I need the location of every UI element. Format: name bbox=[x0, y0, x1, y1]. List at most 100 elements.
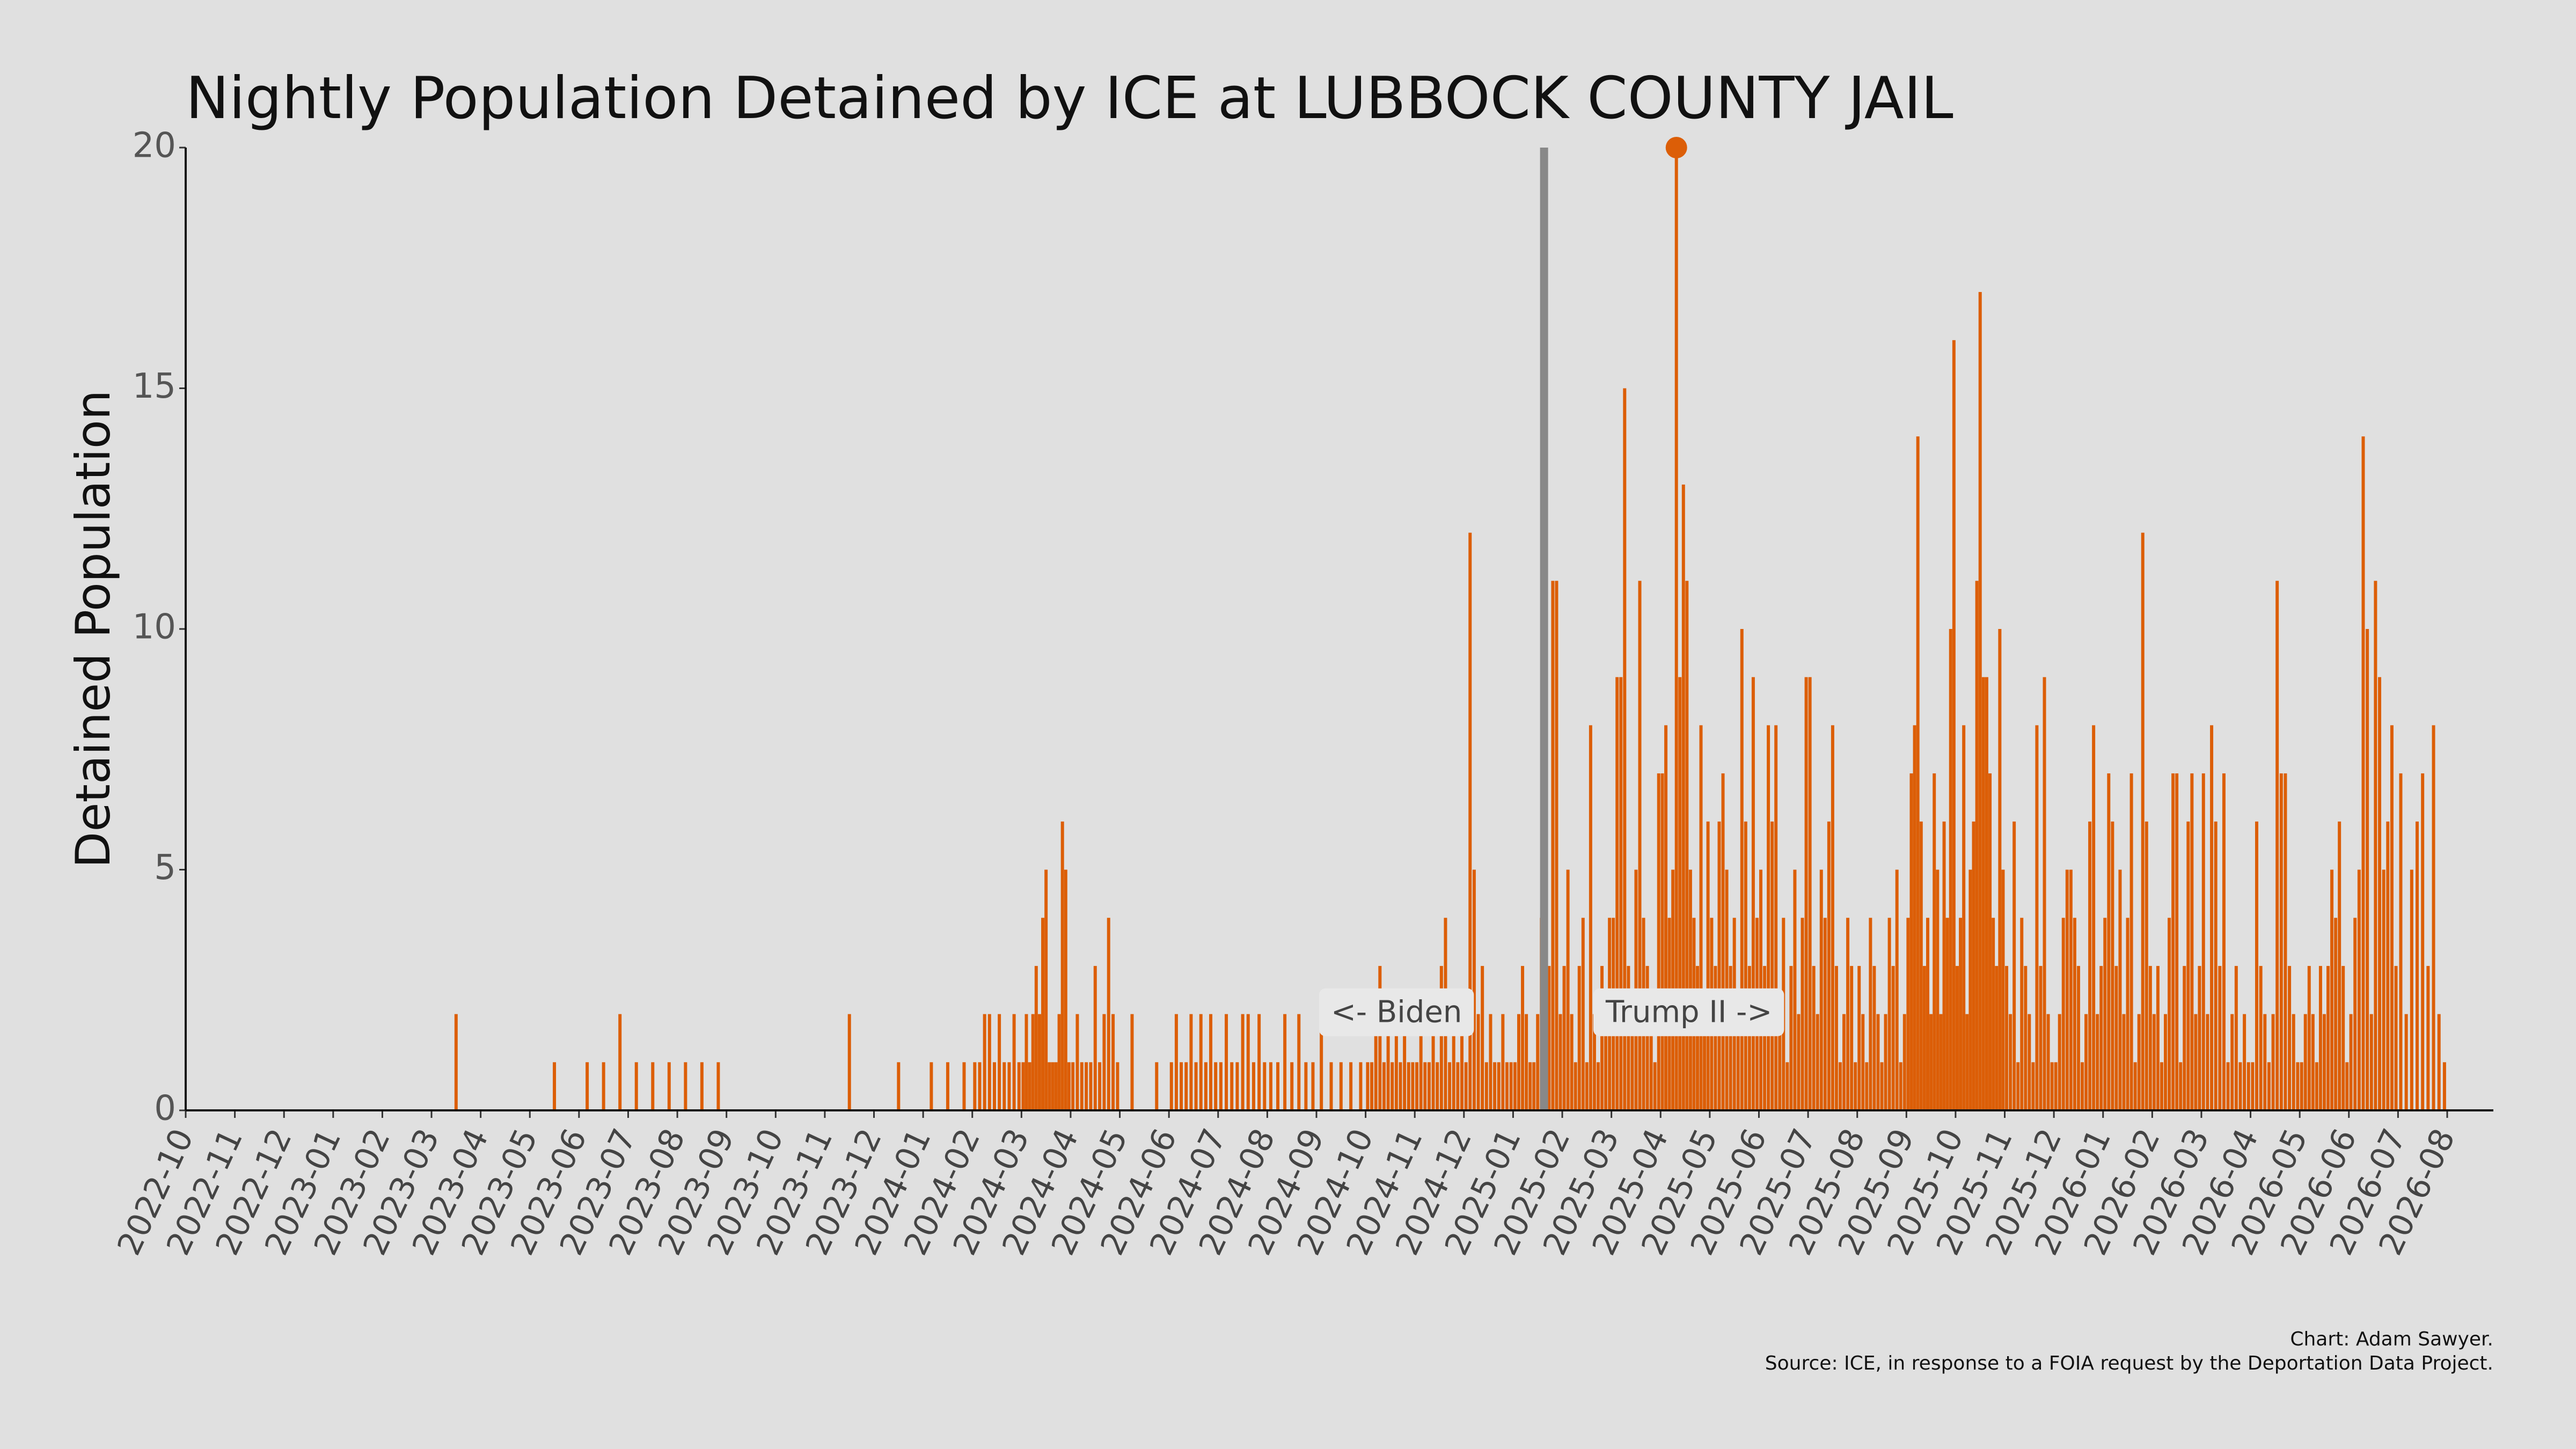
bar bbox=[2009, 1014, 2012, 1110]
bar bbox=[1887, 918, 1891, 1110]
bar bbox=[2300, 1062, 2303, 1110]
bar bbox=[1320, 1014, 1323, 1110]
bar bbox=[1604, 1014, 1608, 1110]
bar bbox=[1034, 965, 1038, 1110]
bar bbox=[2369, 1014, 2373, 1110]
bar bbox=[1012, 1014, 1016, 1110]
bar bbox=[700, 1062, 704, 1110]
bar bbox=[1391, 1062, 1394, 1110]
bar bbox=[2330, 869, 2334, 1110]
bar bbox=[1812, 965, 1816, 1110]
bar bbox=[553, 1062, 557, 1110]
y-tick-label: 20 bbox=[133, 126, 176, 166]
bar bbox=[2357, 869, 2361, 1110]
bar bbox=[1899, 1062, 1902, 1110]
bar bbox=[1513, 1062, 1517, 1110]
bar bbox=[1415, 1062, 1419, 1110]
bar bbox=[1785, 1062, 1789, 1110]
bar bbox=[1880, 1062, 1884, 1110]
bar bbox=[1436, 1062, 1439, 1110]
bar bbox=[2084, 1014, 2088, 1110]
bar bbox=[1493, 1062, 1497, 1110]
bar bbox=[1057, 1014, 1061, 1110]
bar bbox=[1184, 1062, 1188, 1110]
bar bbox=[1382, 1062, 1386, 1110]
bar bbox=[1378, 965, 1382, 1110]
bar bbox=[1929, 1014, 1933, 1110]
bar bbox=[1064, 869, 1067, 1110]
bar bbox=[1562, 965, 1566, 1110]
bar bbox=[1981, 677, 1985, 1110]
bar bbox=[1992, 918, 1995, 1110]
bar bbox=[1021, 1062, 1025, 1110]
bar bbox=[2168, 918, 2171, 1110]
bar bbox=[1717, 821, 1721, 1110]
bar bbox=[1995, 965, 1999, 1110]
bar bbox=[2111, 821, 2114, 1110]
bar bbox=[1797, 1014, 1801, 1110]
bar bbox=[1902, 1014, 1906, 1110]
bar bbox=[1403, 1014, 1407, 1110]
bar bbox=[2076, 965, 2080, 1110]
bar bbox=[2179, 1062, 2183, 1110]
bar bbox=[1419, 1014, 1423, 1110]
bar bbox=[1370, 1062, 1374, 1110]
bar bbox=[1649, 1014, 1653, 1110]
bar bbox=[2133, 1062, 2137, 1110]
bar bbox=[2039, 965, 2043, 1110]
bar bbox=[1916, 436, 1920, 1111]
bar bbox=[1695, 965, 1699, 1110]
bar bbox=[1276, 1062, 1280, 1110]
bar bbox=[2263, 1014, 2267, 1110]
bar bbox=[1952, 340, 1956, 1110]
bar bbox=[1107, 918, 1110, 1110]
bar bbox=[1028, 1062, 1031, 1110]
bar bbox=[2326, 965, 2330, 1110]
bar bbox=[1831, 725, 1834, 1110]
bar bbox=[2210, 725, 2214, 1110]
bar bbox=[1155, 1062, 1159, 1110]
bar bbox=[1257, 1014, 1261, 1110]
bar bbox=[1489, 1014, 1492, 1110]
bar bbox=[2345, 1062, 2349, 1110]
bar bbox=[1816, 1014, 1819, 1110]
bar bbox=[1075, 1014, 1079, 1110]
bar bbox=[2129, 773, 2133, 1110]
bar bbox=[1630, 1014, 1634, 1110]
bar bbox=[1080, 1062, 1084, 1110]
max-marker bbox=[1665, 137, 1687, 158]
annotation: <- Biden bbox=[1319, 988, 1474, 1036]
bar bbox=[1460, 1014, 1464, 1110]
bar bbox=[1464, 1062, 1468, 1110]
bar bbox=[1842, 1014, 1846, 1110]
bar bbox=[1439, 965, 1443, 1110]
bar bbox=[1532, 1062, 1536, 1110]
bar bbox=[2160, 1062, 2163, 1110]
bar bbox=[1857, 965, 1861, 1110]
bar bbox=[1926, 918, 1930, 1110]
bar bbox=[1740, 629, 1744, 1110]
bar bbox=[1827, 821, 1831, 1110]
bar bbox=[1558, 1014, 1562, 1110]
bar bbox=[1645, 965, 1649, 1110]
bar bbox=[2190, 773, 2194, 1110]
bar bbox=[1427, 1062, 1431, 1110]
bar bbox=[1002, 1062, 1006, 1110]
y-tick-label: 10 bbox=[133, 608, 176, 647]
bar bbox=[2311, 1014, 2315, 1110]
bar bbox=[1536, 1014, 1540, 1110]
bar bbox=[2279, 773, 2283, 1110]
annotation-text: Trump II -> bbox=[1605, 995, 1772, 1030]
bar bbox=[1407, 1062, 1410, 1110]
bar bbox=[1919, 821, 1923, 1110]
bar bbox=[1041, 918, 1045, 1110]
bar bbox=[2416, 821, 2419, 1110]
bar bbox=[2386, 821, 2390, 1110]
bar bbox=[2046, 1014, 2050, 1110]
bar bbox=[1767, 725, 1770, 1110]
bar bbox=[1374, 1014, 1378, 1110]
bar bbox=[1699, 725, 1703, 1110]
bar bbox=[1884, 1014, 1887, 1110]
bar bbox=[1703, 1014, 1707, 1110]
